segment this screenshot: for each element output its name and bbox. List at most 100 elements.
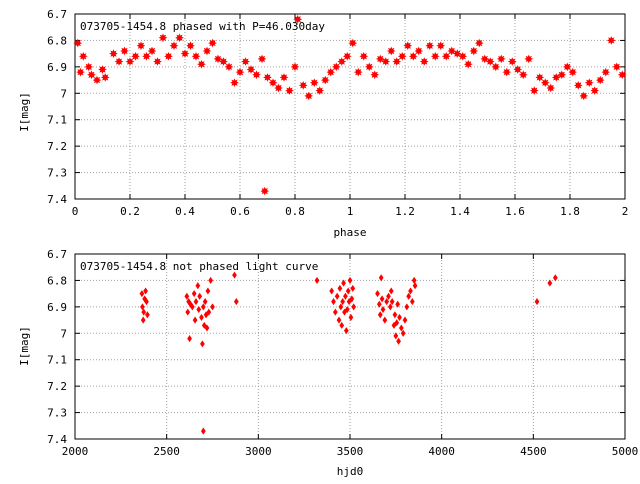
data-point: [208, 38, 217, 48]
x-tick-label: 0.2: [120, 205, 140, 218]
x-tick-label: 4500: [520, 445, 547, 458]
data-point: [419, 57, 429, 66]
data-point: [411, 276, 417, 284]
chart-title: 073705-1454.8 not phased light curve: [80, 260, 318, 273]
data-point: [197, 59, 206, 69]
y-tick-label: 6.9: [47, 61, 67, 74]
grid: [75, 254, 625, 439]
data-point: [447, 46, 457, 56]
data-point: [147, 46, 157, 56]
data-point: [201, 321, 207, 329]
x-tick-label: 1.6: [505, 205, 525, 218]
data-point: [364, 62, 374, 72]
data-point: [196, 305, 202, 314]
data-point: [552, 274, 558, 282]
data-point: [463, 59, 473, 69]
data-point: [145, 311, 150, 319]
data-point: [200, 427, 206, 435]
data-point: [441, 51, 451, 61]
data-point: [425, 41, 435, 51]
x-tick-label: 0.4: [175, 205, 195, 218]
data-point: [257, 54, 267, 64]
data-point: [200, 340, 205, 348]
data-point: [359, 51, 369, 61]
data-points: [73, 14, 627, 196]
data-point: [185, 308, 191, 316]
data-point: [430, 51, 440, 61]
y-tick-label: 7: [60, 327, 67, 340]
data-point: [485, 57, 495, 66]
data-point: [290, 62, 300, 72]
data-point: [314, 276, 320, 284]
data-point: [197, 292, 203, 300]
data-point: [397, 313, 402, 321]
data-point: [375, 290, 380, 298]
data-point: [131, 51, 140, 61]
data-point: [396, 337, 401, 345]
data-point: [210, 303, 215, 311]
data-point: [241, 57, 250, 66]
data-point: [382, 316, 388, 324]
data-point: [452, 49, 462, 59]
data-point: [203, 311, 209, 319]
data-point: [573, 80, 583, 90]
data-point: [338, 303, 344, 311]
x-axis-label: phase: [333, 226, 366, 239]
data-point: [208, 276, 214, 284]
data-point: [205, 287, 211, 295]
x-tick-label: 0.6: [230, 205, 250, 218]
data-point: [551, 73, 561, 82]
data-point: [191, 290, 197, 298]
y-tick-label: 7.4: [47, 433, 67, 446]
data-point: [252, 70, 261, 80]
data-point: [502, 67, 512, 77]
data-point: [347, 276, 353, 284]
data-point: [547, 279, 553, 287]
y-tick-label: 6.7: [47, 248, 67, 261]
data-point: [76, 67, 85, 77]
y-axis-label: I[mag]: [18, 326, 31, 366]
data-point: [142, 51, 151, 61]
data-point: [309, 78, 319, 88]
plot-frame: [74, 13, 626, 200]
data-point: [293, 14, 303, 24]
data-point: [350, 284, 356, 292]
data-point: [153, 57, 162, 66]
x-tick-label: 1.2: [395, 205, 415, 218]
data-point: [340, 298, 346, 306]
data-point: [402, 316, 408, 324]
data-point: [343, 292, 348, 300]
data-point: [409, 298, 415, 306]
x-axis-label: hjd0: [337, 465, 364, 478]
data-point: [404, 303, 410, 311]
data-point: [348, 313, 354, 321]
data-point: [389, 298, 395, 306]
data-point: [235, 67, 245, 77]
y-axis-label: I[mag]: [18, 92, 31, 132]
data-point: [480, 54, 490, 64]
data-point: [491, 62, 501, 72]
data-point: [140, 303, 145, 311]
data-point: [169, 41, 179, 51]
data-points: [139, 271, 558, 435]
data-point: [184, 292, 190, 300]
data-point: [370, 70, 380, 80]
data-point: [398, 324, 404, 332]
x-tick-label: 2: [622, 205, 629, 218]
data-point: [78, 51, 88, 61]
data-point: [73, 38, 83, 48]
data-point: [219, 57, 228, 66]
data-point: [186, 41, 195, 51]
data-point: [562, 62, 572, 72]
data-point: [187, 335, 192, 343]
data-point: [400, 329, 406, 337]
data-point: [260, 186, 270, 196]
chart-title: 073705-1454.8 phased with P=46.030day: [80, 20, 325, 33]
data-point: [298, 80, 308, 90]
data-point: [595, 75, 605, 85]
data-point: [524, 54, 534, 64]
data-point: [534, 298, 540, 306]
x-tick-label: 1: [347, 205, 354, 218]
x-tick-label: 3500: [337, 445, 364, 458]
data-point: [191, 51, 201, 61]
